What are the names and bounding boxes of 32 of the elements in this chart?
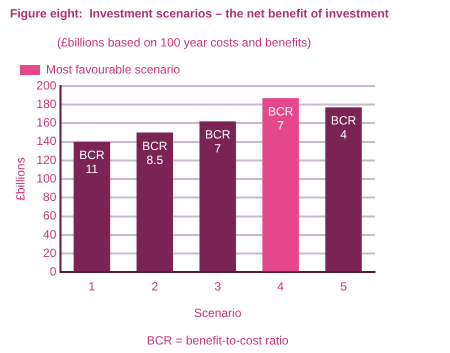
annotation: BCR 7 <box>205 128 231 156</box>
text: BCR = benefit-to-cost ratio <box>146 333 289 348</box>
x-tick-label: 5 <box>340 280 348 294</box>
x-axis-title: Scenario <box>194 306 242 320</box>
y-tick-label: 20 <box>43 246 57 260</box>
bar <box>262 98 299 272</box>
bar <box>74 142 110 272</box>
y-tick-label: 0 <box>50 264 57 279</box>
y-tick-label: 180 <box>36 96 57 111</box>
y-axis-title: £billions <box>14 157 28 201</box>
bar <box>136 132 174 272</box>
y-tick-label: 140 <box>36 134 57 148</box>
y-tick-label: 60 <box>43 208 57 223</box>
y-tick-label: 120 <box>36 152 57 167</box>
y-tick-label: 40 <box>43 227 57 242</box>
chart-title: Figure eight: Investment scenarios – the net benefit of investment <box>10 6 389 20</box>
annotation: BCR 8.5 <box>142 138 168 167</box>
annotation: BCR 4 <box>330 114 357 142</box>
y-tick-label: 200 <box>36 78 57 92</box>
annotation: BCR 11 <box>79 148 105 176</box>
x-tick-label: 1 <box>88 280 96 294</box>
y-tick-label: 160 <box>36 116 57 130</box>
x-tick-label: 4 <box>277 280 284 294</box>
x-tick-label: 2 <box>151 280 158 294</box>
annotation: BCR 7 <box>268 104 294 132</box>
chart-subtitle: (£billions based on 100 year costs and benefits) <box>57 35 312 50</box>
x-tick-label: 3 <box>214 280 222 294</box>
bar <box>199 121 236 272</box>
y-tick-label: 80 <box>43 190 57 204</box>
bar <box>325 107 362 272</box>
y-tick-label: 100 <box>36 171 57 186</box>
legend-label: Most favourable scenario <box>46 62 180 76</box>
